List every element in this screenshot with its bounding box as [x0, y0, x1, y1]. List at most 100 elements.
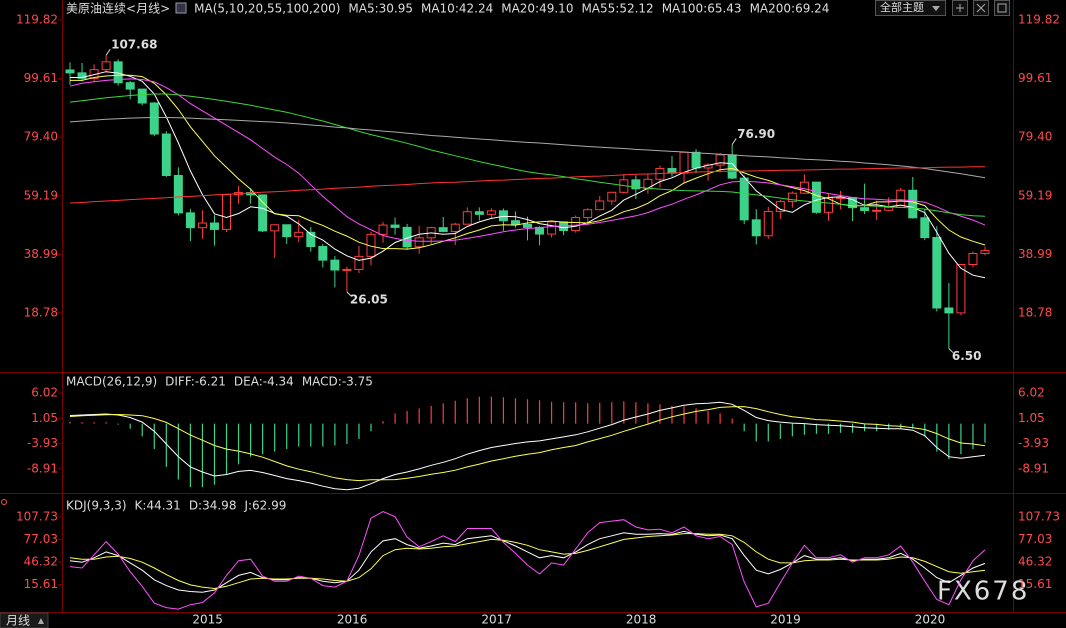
theme-dropdown[interactable]: 全部主题	[875, 0, 946, 16]
panel-icon	[1, 499, 7, 505]
legend-entry: MA100:65.43	[662, 2, 742, 16]
candle-body	[595, 200, 605, 211]
y-tick-label-right: 77.03	[1018, 532, 1052, 546]
y-tick-label: 77.03	[24, 532, 58, 546]
candle-body	[763, 210, 773, 237]
candle-body	[209, 222, 219, 230]
period-box[interactable]	[0, 612, 49, 628]
period-label: <月线>	[126, 2, 170, 16]
watermark: FX678	[937, 577, 1029, 607]
y-tick-label: 38.99	[24, 247, 58, 261]
dropdown-arrow	[932, 6, 940, 11]
tool-icon	[976, 3, 986, 13]
indicator-line	[70, 71, 986, 279]
period-label[interactable]: 月线	[6, 614, 30, 628]
candle-body	[679, 151, 689, 174]
candle-body	[414, 237, 424, 248]
candle-body	[474, 211, 484, 215]
low-label: 6.50	[952, 349, 982, 363]
y-tick-label-right: 119.82	[1018, 13, 1060, 27]
legend-entry: J:62.99	[243, 499, 286, 513]
candle-body	[811, 181, 821, 213]
candle-body	[956, 263, 966, 314]
candle-body	[944, 307, 954, 314]
candle-body	[643, 178, 653, 190]
legend-entry: D:34.98	[189, 499, 237, 513]
y-tick-label: 79.40	[24, 130, 58, 144]
y-tick-label: 99.61	[24, 71, 58, 85]
indicator-line	[69, 117, 986, 179]
candle-body	[222, 194, 232, 230]
candle-body	[197, 222, 207, 229]
y-tick-label: 119.82	[16, 13, 58, 27]
legend-entry: MACD:-3.75	[302, 375, 373, 389]
indicator-line	[69, 533, 986, 590]
y-tick-label-right: 79.40	[1018, 130, 1052, 144]
x-tick-label: 2015	[192, 613, 223, 627]
x-tick-label: 2019	[770, 613, 801, 627]
legend-entry: DIFF:-6.21	[165, 375, 226, 389]
indicator-line	[69, 406, 986, 482]
y-tick-label: 46.32	[24, 554, 58, 568]
candle-body	[968, 252, 978, 265]
legend-entry: MA20:49.10	[501, 2, 573, 16]
candle-body	[282, 224, 292, 238]
y-tick-label: 18.78	[24, 305, 58, 319]
legend-entry: K:44.31	[135, 499, 181, 513]
low-marker	[948, 348, 954, 353]
y-tick-label: -8.91	[27, 461, 58, 475]
high-marker	[105, 48, 111, 56]
x-tick-label: 2016	[337, 613, 368, 627]
tool-icon	[997, 3, 1007, 13]
indicator-line	[69, 511, 986, 610]
y-tick-label: 107.73	[16, 509, 58, 523]
low-marker	[346, 291, 352, 297]
candle-body	[270, 224, 280, 232]
indicator-line	[70, 74, 986, 250]
candle-body	[438, 227, 448, 232]
indicator-line	[69, 78, 986, 242]
candle-body	[547, 221, 557, 235]
candle-body	[631, 179, 641, 190]
y-tick-label-right: 107.73	[1018, 509, 1060, 523]
tool-icon	[956, 4, 964, 12]
y-tick-label-right: 59.19	[1018, 188, 1052, 202]
candle-body	[860, 207, 870, 212]
candle-body	[149, 102, 159, 135]
tool-button[interactable]	[994, 0, 1010, 16]
candle-body	[306, 231, 316, 248]
high-label: 107.68	[111, 38, 157, 52]
y-tick-label-right: 99.61	[1018, 71, 1052, 85]
candle-body	[318, 246, 328, 261]
candle-body	[920, 217, 930, 239]
indicator-label: MA(5,10,20,55,100,200)	[194, 2, 340, 16]
y-tick-label: 6.02	[31, 386, 58, 400]
dropdown-label[interactable]: 全部主题	[880, 0, 924, 14]
candle-body	[101, 61, 111, 71]
y-tick-label-right: 46.32	[1018, 554, 1052, 568]
candle-body	[535, 226, 545, 235]
candle-body	[137, 88, 147, 104]
dropdown-box[interactable]	[875, 0, 946, 16]
y-tick-label-right: -3.93	[1018, 436, 1049, 450]
y-tick-label-right: 15.61	[1018, 577, 1052, 591]
candle-body	[462, 211, 472, 225]
candle-body	[787, 192, 797, 203]
candle-body	[450, 223, 460, 232]
candle-body	[173, 174, 183, 214]
legend-entry: MA10:42.24	[421, 2, 493, 16]
high-marker	[731, 138, 737, 145]
y-tick-label: 15.61	[24, 577, 58, 591]
candle-body	[390, 224, 400, 228]
candle-body	[884, 206, 894, 211]
indicator-icon	[175, 2, 187, 14]
period-arrow	[38, 618, 44, 624]
y-tick-label: -3.93	[27, 436, 58, 450]
candle-body	[185, 212, 195, 229]
candle-body	[354, 255, 364, 270]
candle-body	[77, 72, 87, 79]
period-button[interactable]: 月线	[0, 612, 49, 628]
legend-entry: MA55:52.12	[581, 2, 653, 16]
candle-body	[330, 259, 340, 271]
